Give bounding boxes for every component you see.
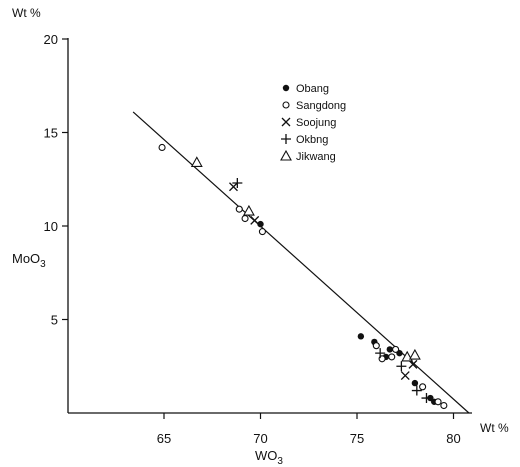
point-sangdong-0-shape xyxy=(158,143,166,152)
x-tick-label-75: 75 xyxy=(350,431,364,446)
point-soojung-0-shape xyxy=(229,182,238,192)
point-sangdong-8 xyxy=(419,383,427,391)
legend-marker-obang xyxy=(282,84,290,92)
point-sangdong-2-shape xyxy=(241,214,249,223)
legend-label-soojung: Soojung xyxy=(296,117,336,129)
legend-label-jikwang: Jikwang xyxy=(296,151,336,163)
point-obang-0-shape xyxy=(257,220,264,228)
point-okbng-2-shape xyxy=(396,361,407,372)
x-tick-label-80: 80 xyxy=(446,431,460,446)
point-obang-1-shape xyxy=(357,333,365,340)
legend-marker-jikwang-shape xyxy=(280,149,292,161)
y-tick-label-15: 15 xyxy=(44,126,58,141)
point-soojung-2-shape xyxy=(400,371,410,381)
point-sangdong-10 xyxy=(440,401,448,410)
point-okbng-3-shape xyxy=(411,385,422,396)
point-obang-0 xyxy=(257,220,264,228)
y-axis-unit: Wt % xyxy=(12,6,41,20)
point-sangdong-7-shape xyxy=(392,345,400,353)
point-sangdong-9-shape xyxy=(434,398,442,406)
point-sangdong-3-shape xyxy=(258,228,266,236)
legend-marker-okbng-shape xyxy=(281,134,291,144)
point-soojung-2 xyxy=(400,371,410,381)
point-okbng-1 xyxy=(375,348,386,359)
x-tick-label-65: 65 xyxy=(157,431,171,446)
point-soojung-3-shape xyxy=(408,359,418,369)
point-jikwang-1-shape xyxy=(242,204,255,216)
point-okbng-0-shape xyxy=(232,177,243,188)
point-okbng-4-shape xyxy=(421,393,432,404)
legend-label-okbng: Okbng xyxy=(296,134,328,146)
data-points xyxy=(158,143,448,410)
point-sangdong-10-shape xyxy=(440,401,448,410)
legend-marker-okbng xyxy=(281,134,291,144)
point-okbng-1-shape xyxy=(375,348,386,359)
point-obang-4-shape xyxy=(386,346,394,353)
point-jikwang-3 xyxy=(408,348,421,360)
series-soojung xyxy=(229,182,418,381)
series-obang xyxy=(257,220,438,405)
point-jikwang-0 xyxy=(190,156,203,167)
legend: Obang Sangdong Soojung Okbng Jikwang xyxy=(280,83,346,163)
legend-label-sangdong: Sangdong xyxy=(296,100,346,112)
point-sangdong-4 xyxy=(372,342,380,350)
point-jikwang-3-shape xyxy=(408,348,421,360)
point-sangdong-1 xyxy=(235,205,243,213)
point-jikwang-1 xyxy=(242,204,255,216)
legend-item-okbng: Okbng xyxy=(281,134,328,146)
point-okbng-2 xyxy=(396,361,407,372)
point-sangdong-2 xyxy=(241,214,249,223)
legend-item-jikwang: Jikwang xyxy=(280,149,336,163)
y-axis-title: MoO3 xyxy=(12,251,46,270)
point-okbng-3 xyxy=(411,385,422,396)
legend-marker-obang-shape xyxy=(282,84,290,92)
point-obang-1 xyxy=(357,333,365,340)
point-sangdong-1-shape xyxy=(235,205,243,213)
point-sangdong-6-shape xyxy=(388,353,396,361)
point-sangdong-6 xyxy=(388,353,396,361)
point-sangdong-9 xyxy=(434,398,442,406)
legend-item-soojung: Soojung xyxy=(281,117,336,129)
point-soojung-0 xyxy=(229,182,238,192)
legend-marker-sangdong xyxy=(282,101,290,109)
point-sangdong-8-shape xyxy=(419,383,427,391)
axis-ticks: 65 70 75 80 5 10 15 20 xyxy=(44,32,461,446)
y-tick-label-5: 5 xyxy=(51,313,58,328)
legend-item-sangdong: Sangdong xyxy=(282,100,346,112)
point-soojung-3 xyxy=(408,359,418,369)
point-obang-6-shape xyxy=(411,379,419,387)
point-soojung-1 xyxy=(250,215,260,225)
point-sangdong-7 xyxy=(392,345,400,353)
series-okbng xyxy=(232,177,432,404)
trend-line-group xyxy=(132,111,470,414)
trend-line xyxy=(132,111,470,414)
y-tick-label-20: 20 xyxy=(44,32,58,47)
legend-marker-sangdong-shape xyxy=(282,101,290,109)
legend-marker-soojung-shape xyxy=(281,117,291,127)
point-sangdong-4-shape xyxy=(372,342,380,350)
point-okbng-0 xyxy=(232,177,243,188)
point-soojung-1-shape xyxy=(250,215,260,225)
point-jikwang-0-shape xyxy=(190,156,203,167)
point-sangdong-0 xyxy=(158,143,166,152)
legend-item-obang: Obang xyxy=(282,83,329,95)
series-jikwang xyxy=(190,156,421,362)
legend-label-obang: Obang xyxy=(296,83,329,95)
y-tick-label-10: 10 xyxy=(44,219,58,234)
point-obang-4 xyxy=(386,346,394,353)
series-sangdong xyxy=(158,143,448,410)
legend-marker-soojung xyxy=(281,117,291,127)
point-obang-6 xyxy=(411,379,419,387)
x-tick-label-70: 70 xyxy=(253,431,267,446)
x-axis-title: WO3 xyxy=(255,448,283,467)
point-sangdong-3 xyxy=(258,228,266,236)
legend-marker-jikwang xyxy=(280,149,292,161)
x-axis-unit: Wt % xyxy=(480,421,509,435)
point-okbng-4 xyxy=(421,393,432,404)
